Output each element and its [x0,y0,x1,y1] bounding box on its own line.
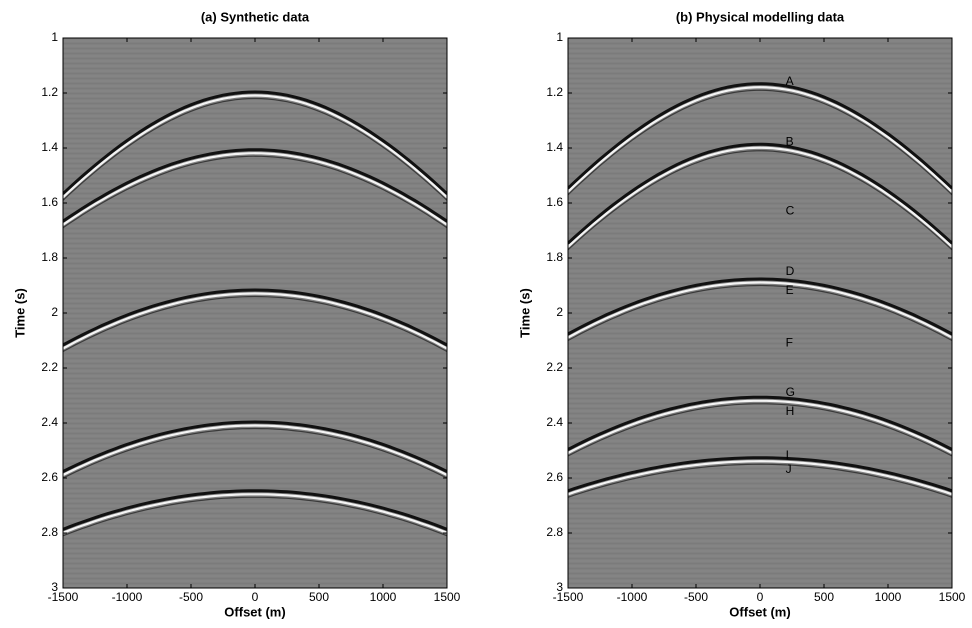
y-tick-label: 2.4 [41,415,58,429]
event-tail [568,284,952,342]
annotation: F [786,335,793,349]
y-tick-label: 1.6 [546,195,563,209]
y-tick-label: 1.2 [41,85,58,99]
y-tick-label: 2.2 [41,360,58,374]
event-trough [63,489,447,531]
x-tick-label: 1500 [434,590,461,604]
event-trough [568,142,952,245]
x-tick-label: -1500 [553,590,584,604]
annotation: G [786,385,795,399]
y-tick-label: 1.2 [546,85,563,99]
y-tick-label: 2.8 [41,525,58,539]
y-tick-label: 2 [51,305,58,319]
annotation: A [786,74,794,88]
x-tick-label: 0 [757,590,764,604]
annotation: E [786,283,794,297]
event-peak [568,146,952,248]
y-axis-label: Time (s) [517,288,532,338]
event-trough [568,277,952,336]
event-peak [568,399,952,454]
y-tick-label: 2.4 [546,415,563,429]
y-tick-label: 2.8 [546,525,563,539]
event-tail [63,155,447,229]
annotation: D [786,264,795,278]
event-tail [568,463,952,498]
y-tick-label: 2 [556,305,563,319]
events [63,90,447,537]
x-axis-label: Offset (m) [729,604,790,619]
y-tick-label: 2.2 [546,360,563,374]
x-tick-label: 0 [252,590,259,604]
annotation: C [786,203,795,217]
events [568,82,952,498]
event-tail [63,97,447,201]
annotation: H [786,404,795,418]
y-tick-label: 1.8 [41,250,58,264]
y-axis-label: Time (s) [12,288,27,338]
y-tick-label: 1.4 [546,140,563,154]
event-peak [63,424,447,476]
y-tick-label: 2.6 [41,470,58,484]
texture [568,38,952,588]
x-axis-label: Offset (m) [224,604,285,619]
event-peak [568,460,952,496]
event-trough [63,288,447,347]
y-tick-label: 1.8 [546,250,563,264]
event-peak [568,86,952,193]
texture [63,38,447,588]
y-tick-label: 1.6 [41,195,58,209]
x-tick-label: 1000 [370,590,397,604]
event-trough [63,420,447,473]
event-trough [63,90,447,195]
event-peak [568,281,952,339]
event-tail [63,295,447,353]
x-tick-label: -1000 [617,590,648,604]
event-peak [63,292,447,350]
x-tick-label: 500 [814,590,834,604]
y-tick-label: 1 [556,30,563,44]
event-tail [63,427,447,479]
annotation: J [786,462,792,476]
chart-title: (b) Physical modelling data [676,9,845,24]
event-tail [568,403,952,457]
x-tick-label: 1000 [875,590,902,604]
x-tick-label: -1000 [112,590,143,604]
event-trough [568,82,952,190]
chart-title: (a) Synthetic data [201,9,310,24]
event-tail [568,150,952,251]
event-trough [568,395,952,451]
x-tick-label: 500 [309,590,329,604]
event-tail [568,89,952,196]
annotation: I [786,448,789,462]
x-tick-label: 1500 [939,590,966,604]
x-tick-label: -500 [684,590,708,604]
y-tick-label: 3 [556,580,563,594]
event-trough [568,456,952,493]
event-peak [63,493,447,534]
y-tick-label: 2.6 [546,470,563,484]
y-tick-label: 1 [51,30,58,44]
event-tail [63,496,447,537]
event-peak [63,152,447,226]
y-tick-label: 3 [51,580,58,594]
x-tick-label: -1500 [48,590,79,604]
event-trough [63,148,447,223]
event-peak [63,94,447,199]
annotation: B [786,135,794,149]
y-tick-label: 1.4 [41,140,58,154]
x-tick-label: -500 [179,590,203,604]
